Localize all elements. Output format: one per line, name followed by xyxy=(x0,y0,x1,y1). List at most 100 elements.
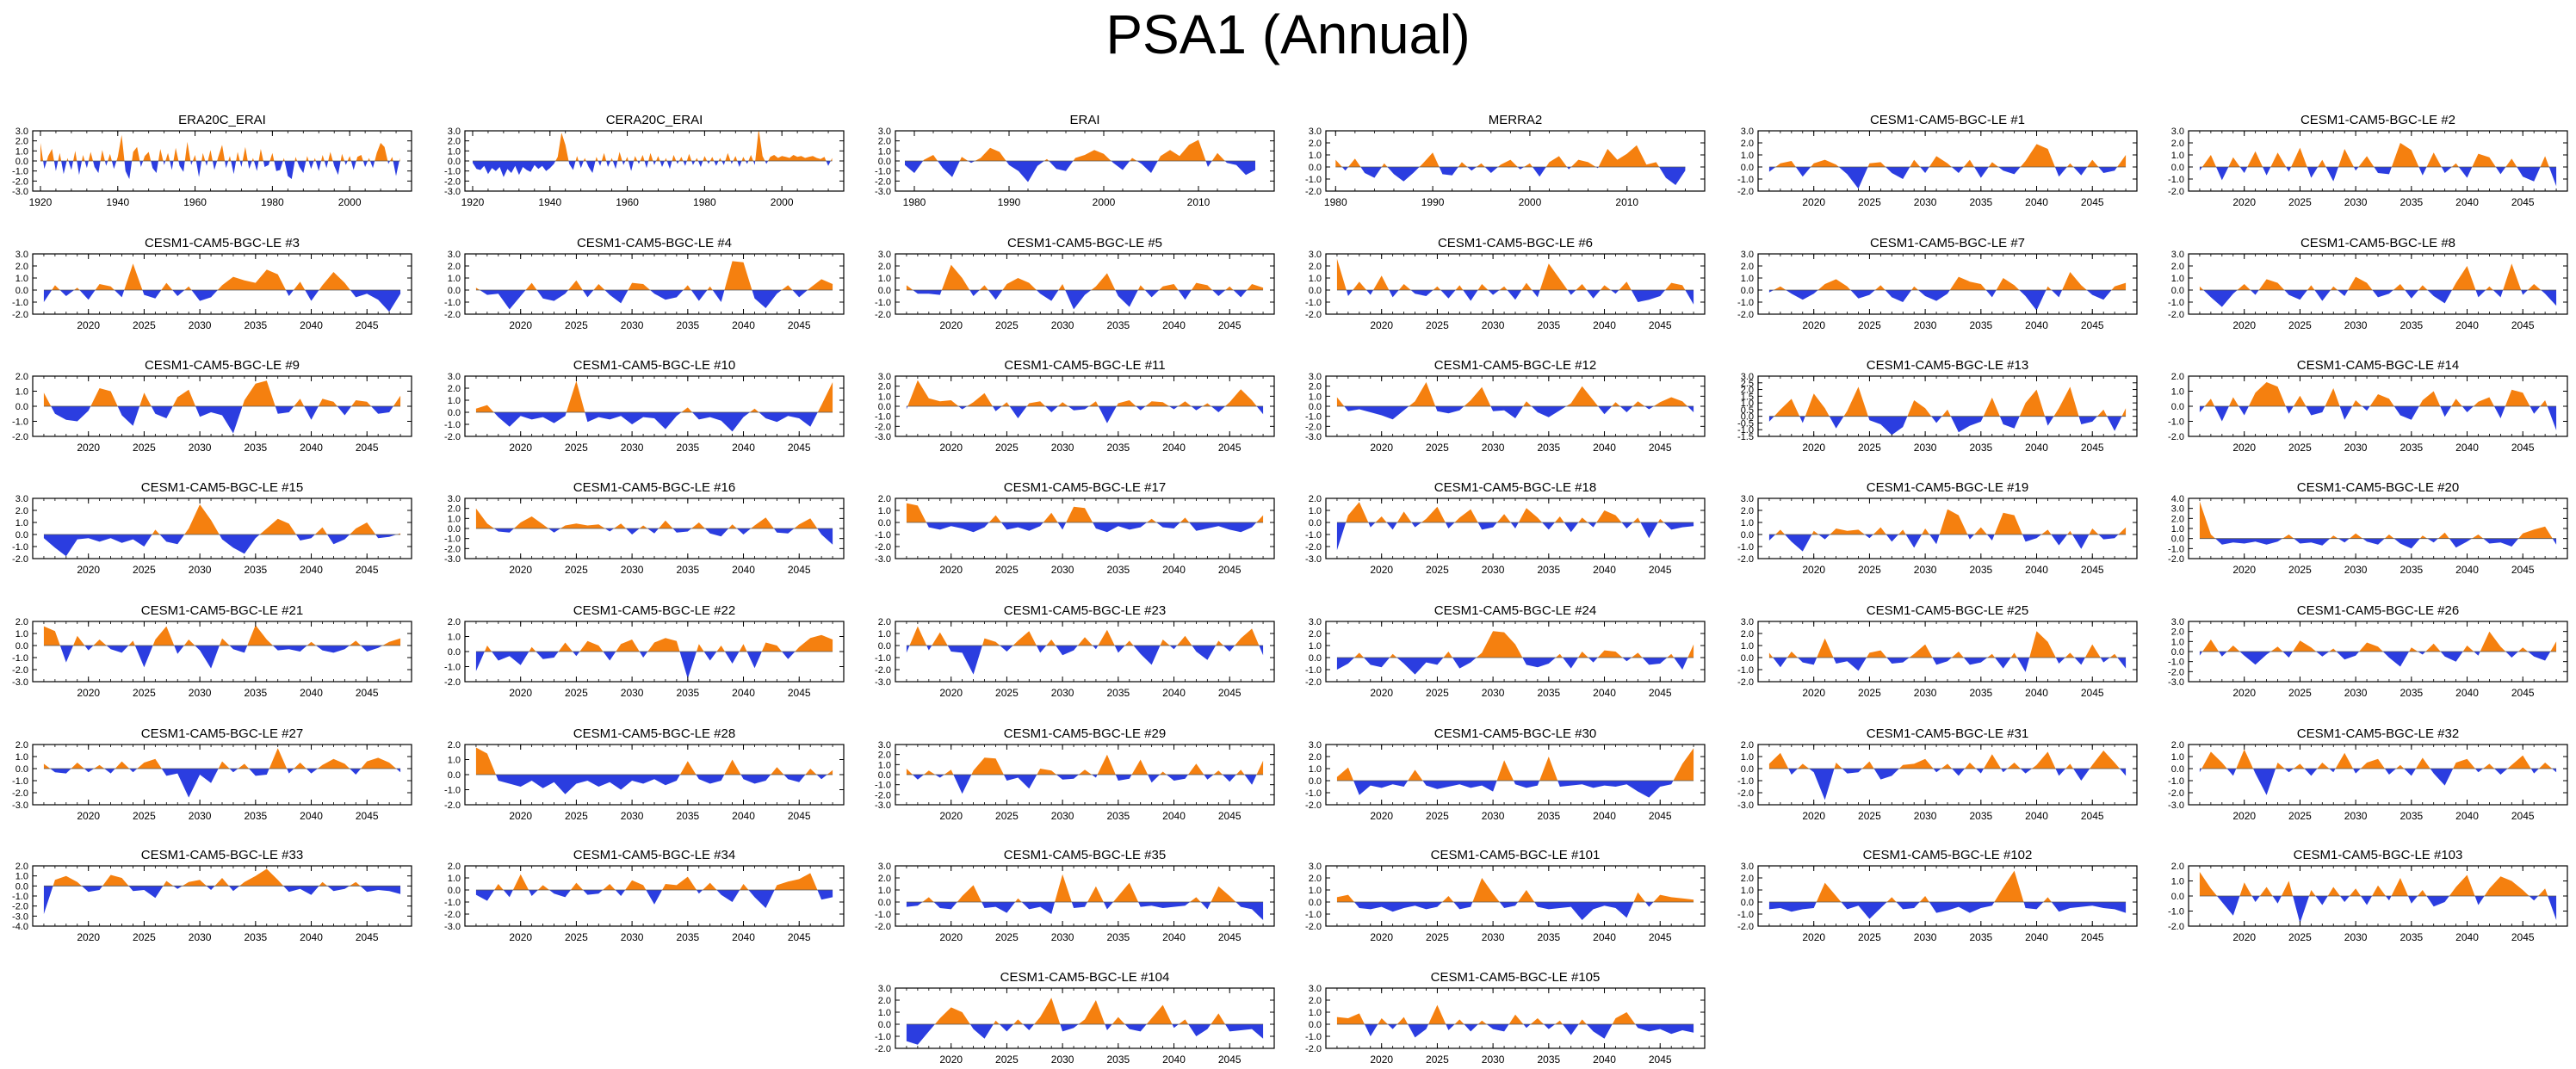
positive-area xyxy=(43,625,401,646)
x-tick-label: 2020 xyxy=(77,319,100,331)
x-tick-label: 2045 xyxy=(1649,442,1672,454)
y-tick-label: 1.0 xyxy=(2171,524,2184,534)
y-tick-label: -1.0 xyxy=(444,663,461,673)
x-tick-label: 2025 xyxy=(995,442,1019,454)
positive-area xyxy=(906,626,1264,646)
y-tick-label: 0.0 xyxy=(448,157,461,167)
y-tick-label: 1.0 xyxy=(1741,399,1754,409)
x-tick-label: 2030 xyxy=(621,687,644,699)
y-tick-label: 3.0 xyxy=(448,127,461,137)
y-tick-label: -3.0 xyxy=(12,187,28,197)
y-tick-label: 1.0 xyxy=(1309,886,1322,896)
y-tick-label: -2.0 xyxy=(875,790,891,800)
negative-area xyxy=(906,1024,1264,1045)
y-tick-label: -1.0 xyxy=(875,298,891,308)
x-tick-label: 2020 xyxy=(1802,442,1825,454)
negative-area xyxy=(475,528,833,545)
y-tick-label: 3.0 xyxy=(878,127,891,137)
x-tick-label: 2035 xyxy=(2400,687,2423,699)
chart-panel: CESM1-CAM5-BGC-LE #104 -2.0 -1.0 0.0 1.0 2.0 3… xyxy=(875,970,1275,1066)
x-tick-label: 2045 xyxy=(2511,810,2535,822)
chart-panel: CESM1-CAM5-BGC-LE #18 -3.0-2.0-1.0 0.0 1.0 2… xyxy=(1305,480,1706,576)
x-tick-label: 2045 xyxy=(1649,564,1672,576)
panel-title: CESM1-CAM5-BGC-LE #6 xyxy=(1438,236,1593,250)
y-tick-label: -1.0 xyxy=(2168,175,2184,185)
x-tick-label: 2045 xyxy=(2081,810,2104,822)
x-tick-label: 2040 xyxy=(1162,442,1186,454)
x-tick-label: 2025 xyxy=(133,687,156,699)
x-tick-label: 2035 xyxy=(1106,319,1130,331)
y-tick-label: 2.0 xyxy=(2171,627,2184,638)
x-tick-label: 2030 xyxy=(1051,687,1074,699)
x-tick-label: 2040 xyxy=(2025,810,2048,822)
x-tick-label: 2035 xyxy=(1969,319,1992,331)
y-tick-label: 0.0 xyxy=(15,286,28,296)
x-tick-label: 2020 xyxy=(2232,687,2256,699)
chart-panel: CESM1-CAM5-BGC-LE #23 -3.0-2.0-1.00.01.0 2… xyxy=(875,603,1275,699)
x-tick-label: 2020 xyxy=(509,564,532,576)
y-tick-label: 0.5 xyxy=(1741,405,1754,416)
panel-title: CESM1-CAM5-BGC-LE #7 xyxy=(1870,236,2025,250)
y-tick-label: 0.0 xyxy=(1309,898,1322,908)
x-tick-label: 2020 xyxy=(939,1054,963,1066)
negative-area xyxy=(1336,522,1694,551)
x-tick-label: 2020 xyxy=(1370,442,1393,454)
chart-panel: CESM1-CAM5-BGC-LE #6 -2.0 -1.0 0.0 1.0 2.0 3.0… xyxy=(1305,236,1706,331)
negative-area xyxy=(43,534,401,557)
y-tick-label: 3.0 xyxy=(1741,127,1754,137)
x-tick-label: 2045 xyxy=(788,810,811,822)
y-tick-label: 0.0 xyxy=(878,1020,891,1030)
y-tick-label: -2.0 xyxy=(1305,1044,1322,1054)
x-tick-label: 2035 xyxy=(1106,687,1130,699)
x-tick-label: 2025 xyxy=(995,319,1019,331)
y-tick-label: 0.0 xyxy=(448,886,461,896)
x-tick-label: 2020 xyxy=(77,687,100,699)
y-tick-label: -2.0 xyxy=(444,544,461,554)
y-tick-label: 3.0 xyxy=(1741,617,1754,627)
y-tick-label: 2.0 xyxy=(448,262,461,272)
x-tick-label: 2045 xyxy=(2081,319,2104,331)
x-tick-label: 2020 xyxy=(1802,196,1825,208)
y-tick-label: 1.0 xyxy=(878,886,891,896)
x-tick-label: 2025 xyxy=(565,687,588,699)
chart-panel: CESM1-CAM5-BGC-LE #22 -2.0 -1.0 0.0 1.0 2.0 20… xyxy=(444,603,845,699)
panel-title: CESM1-CAM5-BGC-LE #26 xyxy=(2297,603,2459,618)
x-tick-label: 2040 xyxy=(732,687,755,699)
y-tick-label: -1.0 xyxy=(2168,298,2184,308)
y-tick-label: -3.0 xyxy=(1305,554,1322,565)
x-tick-label: 2010 xyxy=(1187,196,1211,208)
x-tick-label: 2030 xyxy=(621,810,644,822)
y-tick-label: 0.0 xyxy=(15,881,28,892)
x-tick-label: 2035 xyxy=(1969,687,1992,699)
x-tick-label: 2040 xyxy=(300,319,323,331)
x-tick-label: 2045 xyxy=(356,810,379,822)
positive-area xyxy=(1336,502,1694,522)
y-tick-label: -2.0 xyxy=(444,677,461,688)
y-tick-label: 1.0 xyxy=(1741,641,1754,652)
x-tick-label: 2040 xyxy=(2455,319,2479,331)
y-tick-label: -1.0 xyxy=(1305,175,1322,185)
x-tick-label: 2030 xyxy=(1051,442,1074,454)
x-tick-label: 2040 xyxy=(2025,319,2048,331)
x-tick-label: 2045 xyxy=(788,442,811,454)
x-tick-label: 2020 xyxy=(2232,442,2256,454)
y-tick-label: -2.0 xyxy=(1737,554,1754,565)
x-tick-label: 2025 xyxy=(995,931,1019,943)
positive-area xyxy=(906,874,1264,902)
panel-title: CESM1-CAM5-BGC-LE #3 xyxy=(145,236,300,250)
x-tick-label: 2045 xyxy=(2081,931,2104,943)
panel-title: CESM1-CAM5-BGC-LE #31 xyxy=(1867,726,2028,741)
y-tick-label: -1.0 xyxy=(12,167,28,177)
y-tick-label: 0.0 xyxy=(878,518,891,528)
x-tick-label: 2045 xyxy=(2511,931,2535,943)
y-tick-label: 1.5 xyxy=(1741,392,1754,402)
x-tick-label: 2030 xyxy=(1914,442,1937,454)
x-tick-label: 2035 xyxy=(1969,931,1992,943)
panel-title: CESM1-CAM5-BGC-LE #19 xyxy=(1867,480,2028,495)
chart-panel: CESM1-CAM5-BGC-LE #8 -2.0 -1.0 0.0 1.0 2.0 3.0… xyxy=(2168,236,2568,331)
x-tick-label: 2040 xyxy=(2025,687,2048,699)
y-tick-label: 0.0 xyxy=(1741,653,1754,664)
y-tick-label: 2.0 xyxy=(2171,740,2184,751)
x-tick-label: 2045 xyxy=(788,564,811,576)
